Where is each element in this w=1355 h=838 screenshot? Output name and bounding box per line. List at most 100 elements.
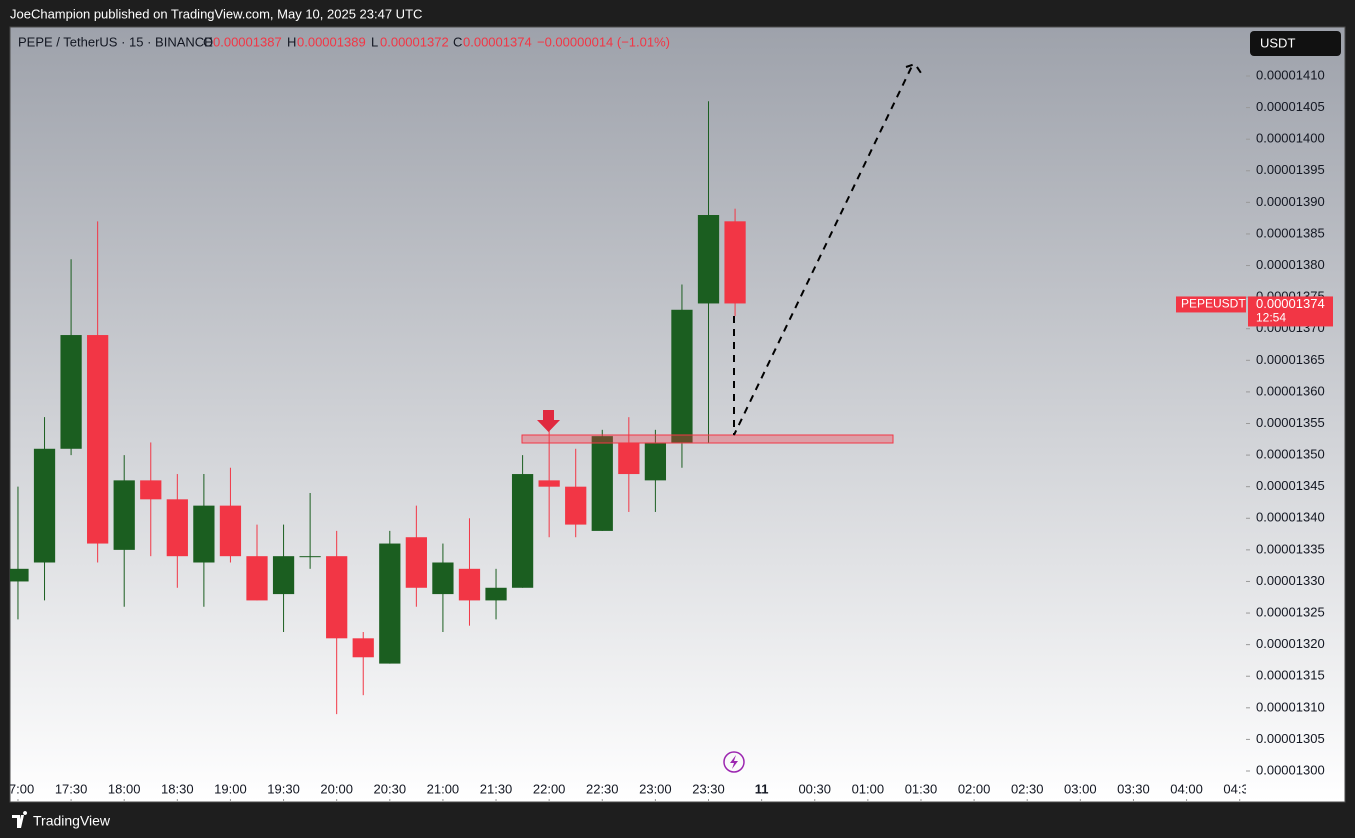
y-tick-label: 0.00001390 — [1256, 194, 1325, 209]
candle-body — [219, 505, 242, 557]
candle-body — [458, 568, 481, 601]
h-value: 0.00001389 — [297, 34, 366, 49]
x-tick-label: 11 — [755, 781, 769, 796]
x-tick-label: 04:00 — [1170, 781, 1203, 796]
candle-body — [166, 499, 188, 557]
price-tag: 0.00001374 — [1256, 296, 1325, 311]
down-arrow — [537, 410, 560, 432]
y-tick-label: 0.00001360 — [1256, 383, 1325, 398]
candle-body — [33, 448, 56, 563]
x-tick-label: 01:30 — [905, 781, 938, 796]
y-tick-label: 0.00001315 — [1256, 668, 1325, 683]
y-tick-label: 0.00001385 — [1256, 225, 1325, 240]
x-tick-label: 22:30 — [586, 781, 619, 796]
candle-body — [379, 543, 401, 664]
price-tag-bg — [1248, 296, 1333, 327]
y-tick-label: 0.00001340 — [1256, 510, 1325, 525]
x-tick-label: 18:00 — [108, 781, 141, 796]
candle-body — [618, 442, 640, 475]
y-tick-label: 0.00001345 — [1256, 478, 1325, 493]
candle-body — [326, 556, 348, 639]
candle-body — [352, 638, 374, 658]
candle-body — [511, 474, 534, 588]
candle-body — [193, 505, 215, 563]
candle-body — [87, 335, 109, 544]
legend: PEPE / TetherUS · 15 · BINANCE O 0.00001… — [18, 34, 670, 49]
candle-body — [140, 480, 162, 500]
o-value: 0.00001387 — [213, 34, 282, 49]
symbol-tag: PEPEUSDT — [1181, 297, 1246, 311]
x-tick-label: 17:30 — [55, 781, 88, 796]
y-tick-label: 0.00001410 — [1256, 67, 1325, 82]
countdown: 12:54 — [1256, 311, 1286, 325]
candle-body — [565, 486, 587, 525]
y-tick-label: 0.00001395 — [1256, 162, 1325, 177]
x-tick-label: 04:30 — [1223, 781, 1256, 796]
brand: TradingView — [33, 813, 111, 829]
y-tick-label: 0.00001300 — [1256, 762, 1325, 777]
candle-body — [724, 221, 746, 304]
candle-body — [405, 537, 427, 588]
y-tick-label: 0.00001405 — [1256, 99, 1325, 114]
y-tick-label: 0.00001355 — [1256, 415, 1325, 430]
price-axis: 0.00001300 0.00001305 0.00001310 0.00001315… — [1246, 67, 1325, 777]
projection-line — [733, 62, 924, 436]
y-tick-label: 0.00001380 — [1256, 257, 1325, 272]
y-tick-label: 0.00001400 — [1256, 131, 1325, 146]
symbol-tag-bg — [1176, 296, 1246, 313]
change: −0.00000014 (−1.01%) — [537, 34, 670, 49]
candle-body — [432, 562, 454, 595]
y-tick-label: 0.00001325 — [1256, 604, 1325, 619]
l-label: L — [371, 34, 378, 49]
candle-body — [10, 568, 29, 582]
x-tick-label: 18:30 — [161, 781, 194, 796]
plot: 17:00 17:30 18:00 18:30 19:00 19:30 20:00 20:30… — [2, 101, 1256, 801]
event-icon[interactable] — [723, 751, 745, 773]
x-tick-label: 22:00 — [533, 781, 566, 796]
candle-body — [591, 436, 613, 531]
support-zone — [521, 434, 894, 444]
h-label: H — [287, 34, 296, 49]
candle-body — [485, 587, 507, 601]
o-label: O — [203, 34, 213, 49]
last-price-tag: PEPEUSDT 0.00001374 12:54 — [1176, 296, 1333, 327]
c-value: 0.00001374 — [463, 34, 532, 49]
x-tick-label: 21:00 — [427, 781, 460, 796]
currency[interactable]: USDT — [1260, 35, 1295, 50]
candle-body — [60, 335, 82, 449]
y-tick-label: 0.00001350 — [1256, 447, 1325, 462]
x-tick-label: 19:00 — [214, 781, 247, 796]
x-tick-label: 03:30 — [1117, 781, 1150, 796]
x-tick-label: 21:30 — [480, 781, 513, 796]
candle-body — [272, 556, 295, 595]
y-tick-label: 0.00001330 — [1256, 573, 1325, 588]
event-bolt — [730, 755, 738, 769]
y-tick-label: 0.00001305 — [1256, 731, 1325, 746]
y-tick-label: 0.00001335 — [1256, 541, 1325, 556]
publisher-line: JoeChampion published on TradingView.com… — [10, 6, 422, 21]
x-tick-label: 19:30 — [267, 781, 300, 796]
x-tick-label: 03:00 — [1064, 781, 1097, 796]
c-label: C — [453, 34, 462, 49]
x-tick-label: 02:30 — [1011, 781, 1044, 796]
symbol-title: PEPE / TetherUS · 15 · BINANCE — [18, 34, 213, 49]
y-tick-label: 0.00001310 — [1256, 699, 1325, 714]
x-tick-label: 20:30 — [374, 781, 407, 796]
candle-body — [644, 442, 667, 481]
x-tick-label: 17:00 — [2, 781, 35, 796]
candle-body — [697, 215, 720, 304]
l-value: 0.00001372 — [380, 34, 449, 49]
y-tick-label: 0.00001320 — [1256, 636, 1325, 651]
candle-body — [299, 556, 321, 558]
currency-button[interactable] — [1250, 31, 1341, 56]
candle-body — [113, 480, 135, 550]
candle-body — [246, 556, 268, 601]
brand-logo — [12, 811, 28, 828]
candle-body — [538, 480, 560, 487]
y-tick-label: 0.00001365 — [1256, 352, 1325, 367]
x-tick-label: 20:00 — [320, 781, 353, 796]
x-tick-label: 23:00 — [639, 781, 672, 796]
candle-body — [671, 309, 693, 443]
